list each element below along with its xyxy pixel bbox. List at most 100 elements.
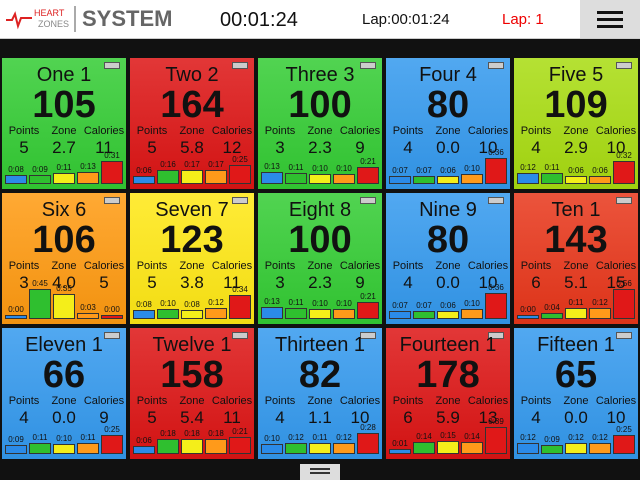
- zone-time: 0:07: [416, 165, 432, 175]
- points-label: Points: [520, 395, 552, 407]
- athlete-tile[interactable]: Four 4 80 Points 4 Zone 0.0 Calories 10 0:07 0:07…: [384, 56, 512, 191]
- zone-time: 0:35: [56, 284, 72, 293]
- points-value: 4: [403, 138, 413, 157]
- athlete-name: Seven 7: [155, 199, 229, 221]
- athlete-name: Two 2: [165, 64, 219, 86]
- battery-icon: [360, 62, 376, 69]
- zone-bar: [309, 174, 331, 184]
- zone-value: 0.0: [436, 138, 460, 157]
- athlete-name: Fifteen 1: [537, 334, 615, 356]
- zone-label: Zone: [51, 260, 77, 272]
- athlete-tile[interactable]: Nine 9 80 Points 4 Zone 0.0 Calories 10 0:07 0:07…: [384, 191, 512, 326]
- zone-time: 0:56: [616, 279, 632, 288]
- points-label: Points: [8, 260, 40, 272]
- zone-bar: [357, 167, 379, 184]
- zone-time: 0:13: [264, 297, 280, 307]
- points-label: Points: [8, 125, 40, 137]
- battery-icon: [488, 62, 504, 69]
- calories-value: 10: [350, 408, 370, 427]
- calories-value: 13: [478, 408, 498, 427]
- zone-bar: [77, 313, 99, 319]
- zone-time: 0:10: [312, 299, 328, 308]
- heart-rate: 106: [32, 219, 96, 261]
- zone-label: Zone: [179, 395, 205, 407]
- heart-rate: 80: [426, 84, 470, 126]
- zone-label: Zone: [563, 260, 589, 272]
- zone-bar: [485, 293, 507, 319]
- calories-label: Calories: [83, 260, 125, 272]
- zone-time: 0:12: [592, 432, 608, 442]
- calories-label: Calories: [339, 260, 381, 272]
- athlete-tile[interactable]: Three 3 100 Points 3 Zone 2.3 Calories 9 0:13 0:1…: [256, 56, 384, 191]
- points-value: 3: [19, 273, 29, 292]
- battery-icon: [104, 197, 120, 204]
- zone-time: 0:12: [288, 432, 304, 442]
- zone-value: 2.3: [308, 273, 332, 292]
- zone-bar: [261, 172, 283, 184]
- calories-value: 9: [99, 408, 109, 427]
- calories-label: Calories: [595, 125, 637, 137]
- athlete-tile[interactable]: Six 6 106 Points 3 Zone 4.0 Calories 5 0:00 0:45 0…: [0, 191, 128, 326]
- zone-time: 0:32: [616, 150, 632, 160]
- zone-bar: [53, 173, 75, 184]
- zone-time: 0:39: [488, 416, 504, 426]
- zone-time: 0:25: [104, 425, 120, 434]
- zone-bar: [29, 174, 51, 184]
- heart-rate: 100: [288, 219, 352, 261]
- tile-shade: [258, 58, 382, 189]
- zone-bar: [357, 302, 379, 319]
- battery-icon: [232, 332, 248, 339]
- zone-time: 0:00: [104, 305, 120, 314]
- bottom-handle[interactable]: [300, 464, 340, 480]
- athlete-tile[interactable]: Two 2 164 Points 5 Zone 5.8 Calories 12 0:06 0:16…: [128, 56, 256, 191]
- zone-bar: [613, 160, 635, 184]
- zone-bar: [285, 173, 307, 184]
- athlete-tile[interactable]: Eleven 1 66 Points 4 Zone 0.0 Calories 9 0:09 0:1…: [0, 326, 128, 461]
- zone-value: 3.8: [180, 273, 204, 292]
- zone-bar: [517, 315, 539, 319]
- calories-label: Calories: [83, 395, 125, 407]
- menu-button[interactable]: [580, 0, 640, 38]
- zone-bar: [565, 308, 587, 319]
- points-label: Points: [136, 260, 168, 272]
- athlete-tile[interactable]: Ten 1 143 Points 6 Zone 5.1 Calories 15 0:00 0:04…: [512, 191, 640, 326]
- zone-time: 0:11: [56, 163, 72, 173]
- points-value: 4: [403, 273, 413, 292]
- athlete-tile[interactable]: Fifteen 1 65 Points 4 Zone 0.0 Calories 10 0:12 0…: [512, 326, 640, 461]
- timer: 00:01:24: [220, 9, 298, 31]
- points-label: Points: [264, 125, 296, 137]
- zone-bar: [181, 439, 203, 454]
- calories-value: 12: [222, 138, 242, 157]
- battery-icon: [104, 332, 120, 339]
- zone-bar: [205, 307, 227, 319]
- zone-bar: [389, 175, 411, 184]
- athlete-tile[interactable]: Eight 8 100 Points 3 Zone 2.3 Calories 9 0:13 0:1…: [256, 191, 384, 326]
- heart-rate: 158: [160, 354, 224, 396]
- heart-rate: 164: [160, 84, 224, 126]
- zone-time: 0:10: [312, 164, 328, 173]
- zone-bar: [357, 433, 379, 454]
- points-label: Points: [520, 125, 552, 137]
- athlete-tile[interactable]: One 1 105 Points 5 Zone 2.7 Calories 11 0:08 0:09…: [0, 56, 128, 191]
- athlete-name: Eight 8: [288, 199, 352, 221]
- athlete-tile[interactable]: Five 5 109 Points 4 Zone 2.9 Calories 10 0:12 0:1…: [512, 56, 640, 191]
- zone-time: 0:13: [264, 162, 280, 172]
- athlete-tile[interactable]: Thirteen 1 82 Points 4 Zone 1.1 Calories 10 0:10…: [256, 326, 384, 461]
- zone-bar: [461, 441, 483, 454]
- athlete-tile[interactable]: Seven 7 123 Points 5 Zone 3.8 Calories 11 0:08 0:…: [128, 191, 256, 326]
- zone-time: 0:17: [184, 159, 200, 169]
- calories-label: Calories: [211, 260, 253, 272]
- zone-value: 0.0: [564, 408, 588, 427]
- zone-time: 0:06: [440, 166, 456, 176]
- zone-time: 0:36: [488, 148, 504, 158]
- zone-value: 4.0: [52, 273, 76, 292]
- calories-label: Calories: [467, 395, 509, 407]
- calories-value: 11: [95, 138, 113, 157]
- zone-time: 0:45: [32, 279, 48, 288]
- athlete-tile[interactable]: Fourteen 1 178 Points 6 Zone 5.9 Calories 13 0:0…: [384, 326, 512, 461]
- points-value: 5: [19, 138, 29, 157]
- zone-bar: [333, 309, 355, 319]
- athlete-tile[interactable]: Twelve 1 158 Points 5 Zone 5.4 Calories 11 0:06 0…: [128, 326, 256, 461]
- zone-time: 0:11: [544, 163, 560, 173]
- zone-time: 0:10: [336, 299, 352, 308]
